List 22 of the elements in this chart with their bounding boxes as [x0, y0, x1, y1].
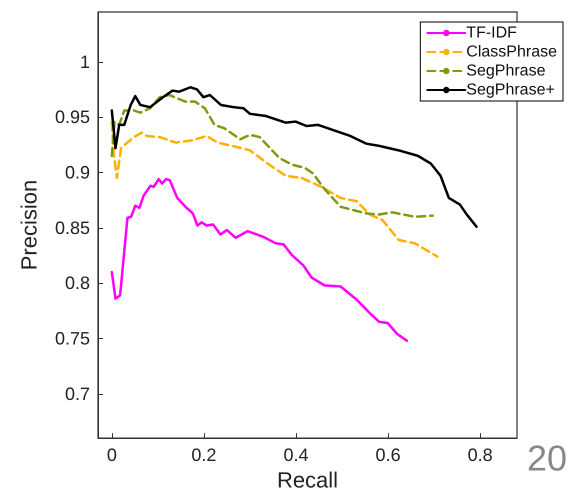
legend-label: SegPhrase — [466, 62, 546, 80]
x-tick-label: 0.4 — [283, 445, 309, 466]
x-axis-title: Recall — [276, 468, 338, 492]
line-series — [110, 178, 408, 342]
text: 20 — [526, 438, 568, 478]
y-tick-label: 0.75 — [54, 328, 90, 348]
x-tick-label: 0.2 — [191, 445, 216, 466]
x-tick-label: 0 — [106, 445, 117, 466]
legend-label: ClassPhrase — [466, 44, 558, 60]
y-tick-label: 0.95 — [54, 107, 90, 128]
legend-label: TF-IDF — [466, 24, 518, 42]
legend-label: SegPhrase+ — [466, 82, 555, 98]
y-tick-label: 0.8 — [64, 273, 90, 294]
line-series — [110, 94, 434, 218]
x-tick-label: 0.8 — [468, 445, 493, 466]
y-tick-label: 0.85 — [54, 218, 90, 238]
line-series — [110, 121, 439, 258]
x-tick-label: 0.6 — [376, 445, 401, 466]
y-tick-label: 0.9 — [64, 162, 90, 182]
y-tick-label: 1 — [80, 52, 90, 72]
y-axis-title: Precision — [16, 180, 42, 270]
y-tick-label: 0.7 — [64, 384, 90, 404]
